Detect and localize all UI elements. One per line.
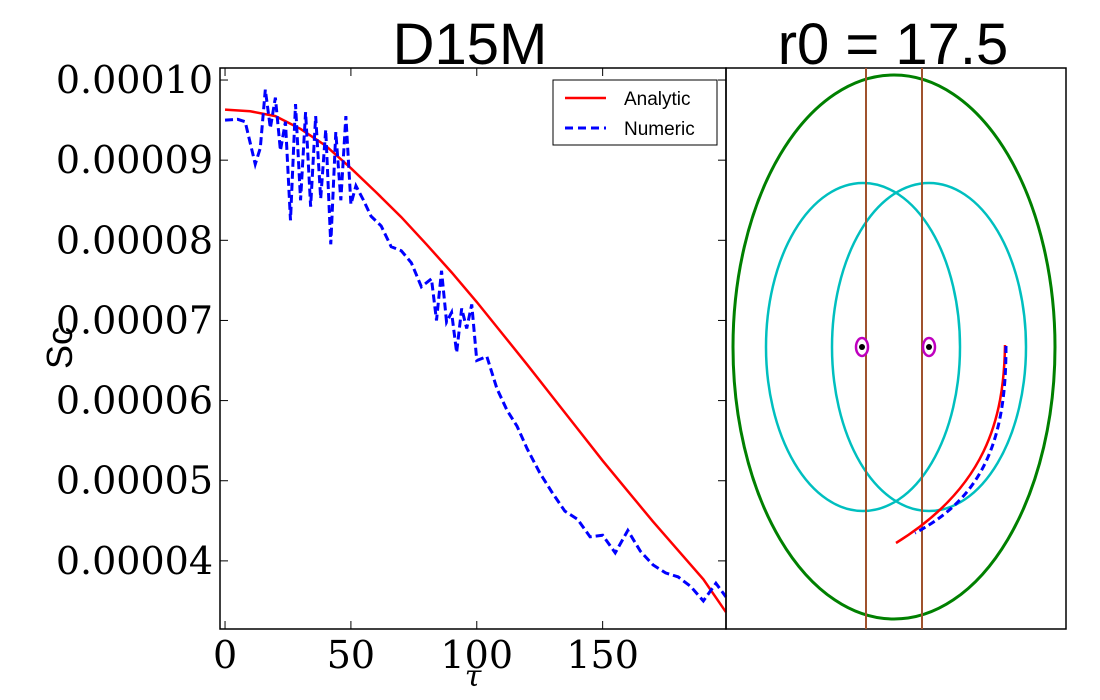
y-ticks: 0.00004 0.00005 0.00006 0.00007 0.00008 0.000… bbox=[56, 58, 726, 583]
x-tick-label: 150 bbox=[566, 633, 639, 677]
y-tick-label: 0.00007 bbox=[56, 298, 213, 342]
right-body-center bbox=[926, 344, 932, 350]
legend-label-analytic: Analytic bbox=[624, 89, 691, 110]
right-diagram-title: r0 = 17.5 bbox=[778, 12, 1009, 77]
x-ticks: 0 50 100 150 bbox=[213, 68, 639, 677]
right-plot-frame bbox=[725, 67, 1067, 630]
y-tick-label: 0.00009 bbox=[56, 138, 213, 182]
y-tick-label: 0.00005 bbox=[56, 459, 213, 503]
legend-label-numeric: Numeric bbox=[624, 119, 695, 140]
x-tick-label: 100 bbox=[441, 633, 514, 677]
y-tick-label: 0.00006 bbox=[56, 379, 213, 423]
numeric-trajectory bbox=[914, 345, 1008, 535]
x-axis-label: τ bbox=[465, 659, 482, 694]
y-tick-label: 0.00010 bbox=[56, 58, 213, 102]
y-tick-label: 0.00004 bbox=[56, 539, 213, 583]
right-body-marker bbox=[921, 336, 937, 358]
series-line-analytic bbox=[224, 108, 728, 613]
left-plot-frame bbox=[219, 67, 727, 630]
outer-ellipse bbox=[731, 73, 1057, 621]
x-tick-label: 50 bbox=[327, 633, 375, 677]
legend-box bbox=[552, 79, 718, 146]
left-chart: D15M 0 50 100 150 0.000040.000050.000060.00… bbox=[39, 12, 728, 694]
legend: Analytic Numeric bbox=[552, 79, 718, 146]
series-layer bbox=[224, 89, 728, 613]
right-circle bbox=[830, 181, 1028, 513]
y-tick-label: 0.00008 bbox=[56, 218, 213, 262]
analytic-trajectory bbox=[895, 344, 1007, 545]
left-circle bbox=[764, 181, 962, 513]
x-tick-label: 0 bbox=[213, 633, 237, 677]
left-chart-title: D15M bbox=[393, 12, 548, 77]
y-axis-label: Sc bbox=[39, 327, 80, 369]
series-line-numeric bbox=[224, 89, 728, 604]
right-diagram: r0 = 17.5 bbox=[725, 12, 1067, 630]
left-body-center bbox=[859, 344, 865, 350]
left-body-marker bbox=[854, 336, 870, 358]
